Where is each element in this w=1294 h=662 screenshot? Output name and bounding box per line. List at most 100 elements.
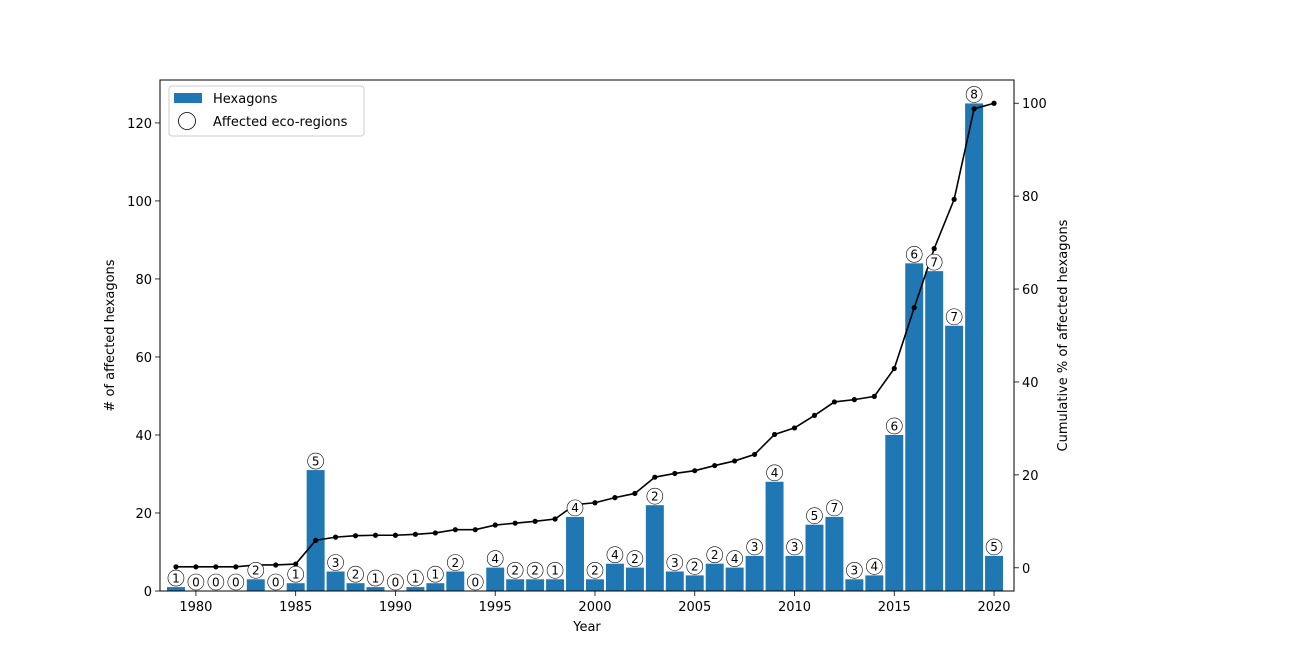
eco-marker-1996	[506, 561, 524, 579]
bar-2006	[705, 563, 724, 591]
cumulative-point-1986	[313, 537, 319, 543]
eco-marker-1984	[267, 573, 285, 591]
eco-marker-1993	[447, 554, 464, 571]
y-tick-label-80: 80	[135, 273, 152, 288]
eco-marker-2004	[666, 554, 684, 571]
cumulative-point-1991	[412, 531, 419, 537]
legend-box	[168, 85, 365, 137]
bar-2014	[865, 575, 884, 591]
cumulative-point-1988	[352, 533, 359, 539]
eco-count-2006: 2	[711, 548, 719, 562]
bar-2018	[945, 325, 964, 591]
x-tick-label-2020: 2020	[977, 600, 1010, 615]
eco-marker-1989	[367, 569, 384, 587]
eco-marker-2018	[945, 308, 963, 326]
cumulative-point-2007	[732, 458, 738, 464]
y-tick-label-20: 20	[135, 507, 152, 522]
cumulative-point-2009	[771, 431, 778, 438]
eco-marker-1991	[407, 569, 424, 587]
cumulative-point-1985	[293, 561, 299, 567]
legend-marker-label: Affected eco-regions	[213, 115, 348, 130]
cumulative-line	[175, 102, 995, 568]
eco-marker-1981	[207, 573, 225, 591]
bar-2009	[765, 481, 784, 591]
cumulative-point-1992	[432, 530, 438, 536]
eco-count-1990: 0	[392, 575, 400, 589]
x-axis: 1980 1985 1990 1995 2000 2005 2010 2015 2020	[179, 591, 1011, 615]
eco-marker-2002	[626, 550, 644, 567]
eco-marker-1980	[187, 573, 205, 591]
x-tick-label-1995: 1995	[479, 600, 512, 615]
eco-marker-2000	[586, 561, 604, 579]
eco-count-1994: 0	[471, 575, 479, 589]
eco-count-2013: 3	[851, 564, 859, 578]
eco-count-2008: 3	[751, 540, 759, 554]
bar-2005	[685, 575, 704, 591]
cumulative-point-1997	[532, 518, 538, 524]
eco-marker-1992	[427, 565, 444, 583]
bar-2016	[905, 263, 924, 591]
bar-1986	[306, 470, 325, 591]
eco-count-2015: 6	[890, 419, 898, 433]
cumulative-point-2002	[632, 490, 638, 497]
eco-count-1987: 3	[332, 556, 340, 570]
eco-marker-2006	[706, 546, 724, 563]
bar-1997	[526, 579, 545, 591]
y-tick-label-100: 100	[127, 195, 152, 210]
eco-count-2005: 2	[691, 560, 699, 574]
legend: Hexagons Affected eco-regions	[168, 85, 365, 137]
eco-count-1995: 4	[491, 552, 499, 566]
cumulative-point-1996	[512, 520, 518, 526]
legend-bar-label: Hexagons	[213, 92, 278, 107]
eco-marker-2010	[786, 538, 803, 556]
eco-marker-2020	[985, 538, 1003, 556]
eco-count-1980: 0	[192, 575, 200, 589]
eco-marker-1998	[546, 561, 564, 579]
bar-2000	[586, 579, 604, 591]
cumulative-point-2015	[891, 365, 897, 372]
eco-count-2002: 2	[631, 552, 639, 566]
eco-count-1996: 2	[511, 564, 519, 578]
cumulative-point-2013	[851, 397, 857, 403]
eco-count-1988: 2	[352, 567, 360, 581]
y2-tick-label-40: 40	[1022, 376, 1039, 391]
bar-1983	[246, 579, 265, 591]
cumulative-point-2005	[692, 468, 698, 474]
eco-marker-1988	[347, 565, 364, 583]
bar-1999	[566, 516, 585, 591]
eco-count-2020: 5	[990, 540, 998, 554]
eco-count-1997: 2	[531, 564, 539, 578]
cumulative-point-2000	[592, 500, 598, 506]
cumulative-point-2019	[971, 106, 977, 112]
cumulative-point-2011	[811, 412, 818, 419]
eco-count-1993: 2	[451, 556, 459, 570]
eco-marker-1995	[486, 550, 504, 567]
legend-marker-circle	[178, 112, 196, 130]
bar-1987	[326, 571, 345, 591]
cumulative-point-2018	[951, 196, 957, 202]
y2-tick-label-100: 100	[1022, 97, 1047, 112]
eco-count-1982: 0	[232, 575, 240, 589]
cumulative-point-2010	[791, 425, 798, 431]
eco-count-2011: 5	[811, 509, 819, 523]
bar-1993	[446, 571, 465, 591]
eco-count-2014: 4	[871, 560, 879, 574]
eco-count-2016: 6	[910, 248, 918, 262]
y-tick-label-120: 120	[127, 117, 152, 132]
cumulative-point-1979	[173, 564, 179, 570]
bar-1995	[486, 567, 505, 591]
y-tick-label-40: 40	[135, 429, 152, 444]
cumulative-point-2001	[612, 495, 618, 501]
eco-count-2018: 7	[950, 310, 958, 324]
y2-tick-label-80: 80	[1022, 190, 1039, 205]
eco-marker-2003	[646, 487, 664, 505]
cumulative-point-1980	[193, 564, 199, 570]
bar-2001	[605, 563, 624, 591]
cumulative-point-1994	[472, 527, 478, 533]
bar-1979	[166, 587, 185, 591]
y-axis-right: 0 20 40 60 80 100	[1014, 97, 1047, 577]
bar-2011	[805, 524, 824, 591]
eco-count-2012: 7	[831, 501, 839, 515]
